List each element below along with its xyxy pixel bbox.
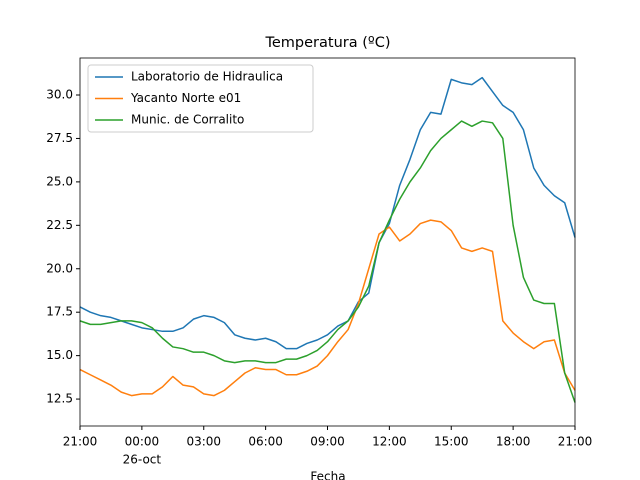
legend-label: Yacanto Norte e01 <box>130 91 241 105</box>
x-axis-label: Fecha <box>310 470 345 480</box>
x-tick-label: 21:00 <box>63 435 98 449</box>
x-tick-label: 21:00 <box>558 435 593 449</box>
y-tick-label: 30.0 <box>46 88 73 102</box>
chart-title: Temperatura (ºC) <box>264 35 390 51</box>
legend: Laboratorio de Hidraulica Yacanto Norte e… <box>87 64 314 133</box>
y-tick-label: 17.5 <box>46 305 73 319</box>
series-line <box>79 219 576 397</box>
x-tick-label: 06:00 <box>248 435 283 449</box>
plot-frame <box>79 57 576 427</box>
x-tick-label: 09:00 <box>310 435 345 449</box>
legend-box <box>87 64 314 133</box>
y-tick-label: 20.0 <box>46 261 73 275</box>
x-tick-label: 18:00 <box>496 435 531 449</box>
x-tick-label: 15:00 <box>434 435 469 449</box>
series-line <box>79 76 576 350</box>
series-line <box>79 120 576 403</box>
x-date-label: 26-oct <box>123 453 162 467</box>
y-tick-label: 12.5 <box>46 392 73 406</box>
legend-label: Munic. de Corralito <box>131 113 244 127</box>
x-tick-label: 12:00 <box>372 435 407 449</box>
y-tick-label: 27.5 <box>46 131 73 145</box>
y-tick-label: 22.5 <box>46 218 73 232</box>
x-tick-label: 03:00 <box>186 435 221 449</box>
x-tick-label: 00:00 <box>125 435 160 449</box>
y-tick-label: 25.0 <box>46 174 73 188</box>
y-tick-label: 15.0 <box>46 348 73 362</box>
legend-label: Laboratorio de Hidraulica <box>131 70 283 84</box>
